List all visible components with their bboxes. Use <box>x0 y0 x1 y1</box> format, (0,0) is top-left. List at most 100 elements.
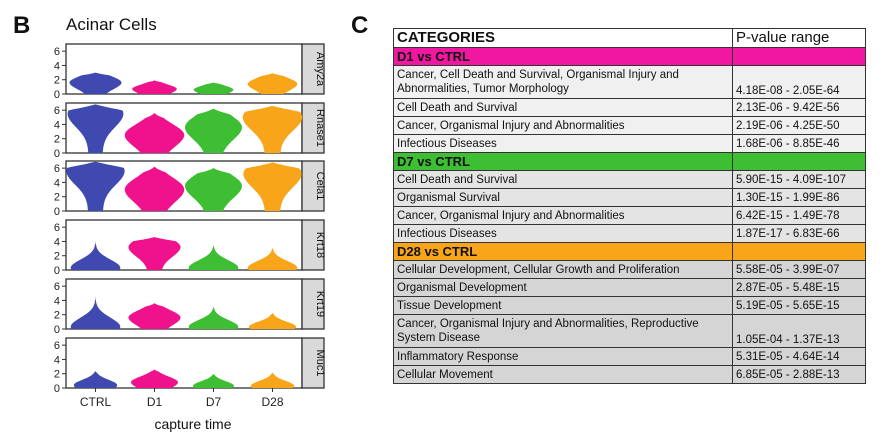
y-tick-label: 4 <box>54 177 60 189</box>
category-cell: Infectious Diseases <box>393 224 733 243</box>
pvalue-cell: 1.30E-15 - 1.99E-86 <box>732 188 866 207</box>
y-tick-label: 6 <box>54 163 60 175</box>
violin-ctrl <box>70 296 121 329</box>
violin-d7 <box>185 108 242 153</box>
violin-d7 <box>193 82 234 94</box>
gene-strip <box>301 337 325 389</box>
panel-c-label: C <box>351 12 369 39</box>
pvalue-cell: 2.13E-06 - 9.42E-56 <box>732 98 866 117</box>
violin-d28 <box>243 162 302 211</box>
table-row: Infectious Diseases 1.68E-06 - 8.85E-46 <box>393 134 866 153</box>
y-tick-label: 4 <box>54 60 60 72</box>
violin-d1 <box>132 80 177 94</box>
category-cell: Cancer, Organismal Injury and Abnormalit… <box>393 206 733 225</box>
gene-strip <box>301 160 325 212</box>
x-tick-label: D1 <box>147 395 163 409</box>
gene-label: Krt18 <box>314 232 326 258</box>
violin-d1 <box>128 237 181 270</box>
violin-d28 <box>249 312 296 329</box>
gene-strip <box>301 278 325 330</box>
violin-d7 <box>185 168 242 211</box>
violin-d28 <box>247 247 298 270</box>
category-cell: Organismal Development <box>393 278 733 297</box>
group-pvalue-cell <box>732 242 866 261</box>
violin-d7 <box>188 306 239 329</box>
gene-label: Krt19 <box>314 291 326 317</box>
pvalue-cell: 6.42E-15 - 1.49E-78 <box>732 206 866 225</box>
y-tick-label: 0 <box>54 265 60 277</box>
y-tick-label: 6 <box>54 105 60 117</box>
y-tick-label: 0 <box>54 89 60 101</box>
y-tick-label: 4 <box>54 119 60 131</box>
violin-d1 <box>131 369 178 388</box>
gene-label: Rnase1 <box>314 109 326 147</box>
y-tick-label: 6 <box>54 340 60 352</box>
violin-d1 <box>128 303 181 329</box>
pvalue-cell: 1.87E-17 - 6.83E-66 <box>732 224 866 243</box>
categories-header: CATEGORIES <box>393 28 733 48</box>
violin-panels: Amy2a 0 2 4 6 Rnase1 0 2 4 6 Cela1 0 2 4 6 Krt18 0 2 4 6 Krt… <box>54 43 326 395</box>
x-axis: CTRL D1 D7 D28 <box>80 388 284 409</box>
table-row: Cell Death and Survival 2.13E-06 - 9.42E-… <box>393 98 866 117</box>
group-header-row: D28 vs CTRL <box>393 242 866 261</box>
violin-d7 <box>193 373 234 388</box>
table-row: Cellular Development, Cellular Growth an… <box>393 260 866 279</box>
table-row: Cancer, Cell Death and Survival, Organis… <box>393 65 866 99</box>
y-tick-label: 2 <box>54 310 60 322</box>
pvalue-cell: 5.31E-05 - 4.64E-14 <box>732 347 866 366</box>
panel-b-label: B <box>13 12 31 39</box>
group-title: D7 vs CTRL <box>393 152 733 171</box>
category-cell: Cancer, Organismal Injury and Abnormalit… <box>393 314 733 348</box>
gene-strip <box>301 43 325 95</box>
gene-strip <box>301 102 325 154</box>
category-cell: Infectious Diseases <box>393 134 733 153</box>
pvalue-cell: 2.87E-05 - 5.48E-15 <box>732 278 866 297</box>
category-cell: Cancer, Cell Death and Survival, Organis… <box>393 65 733 99</box>
x-axis-title: capture time <box>154 416 231 432</box>
x-tick-label: CTRL <box>80 395 112 409</box>
group-title: D28 vs CTRL <box>393 242 733 261</box>
table-row: Organismal Development 2.87E-05 - 5.48E-1… <box>393 278 866 297</box>
table-row: Cellular Movement 6.85E-05 - 2.88E-13 <box>393 365 866 384</box>
group-header-row: D1 vs CTRL <box>393 47 866 66</box>
y-tick-label: 2 <box>54 75 60 87</box>
table-row: Cell Death and Survival 5.90E-15 - 4.09E-… <box>393 170 866 189</box>
category-cell: Inflammatory Response <box>393 347 733 366</box>
chart-title: Acinar Cells <box>66 15 157 34</box>
y-tick-label: 6 <box>54 46 60 58</box>
pvalue-cell: 5.90E-15 - 4.09E-107 <box>732 170 866 189</box>
y-tick-label: 2 <box>54 134 60 146</box>
y-tick-label: 0 <box>54 148 60 160</box>
violin-ctrl <box>70 241 121 270</box>
violin-d28 <box>250 372 295 388</box>
gene-strip <box>301 219 325 271</box>
category-cell: Cellular Movement <box>393 365 733 384</box>
category-cell: Cellular Development, Cellular Growth an… <box>393 260 733 279</box>
y-tick-label: 4 <box>54 295 60 307</box>
pvalue-header: P-value range <box>732 28 866 48</box>
y-tick-label: 2 <box>54 369 60 381</box>
y-tick-label: 2 <box>54 192 60 204</box>
violin-ctrl <box>67 104 124 153</box>
group-title: D1 vs CTRL <box>393 47 733 66</box>
y-tick-label: 0 <box>54 324 60 336</box>
table-row: Infectious Diseases 1.87E-17 - 6.83E-66 <box>393 224 866 243</box>
gene-label: Cela1 <box>314 172 326 201</box>
pvalue-cell: 1.05E-04 - 1.37E-13 <box>732 314 866 348</box>
table-row: Cancer, Organismal Injury and Abnormalit… <box>393 206 866 225</box>
group-pvalue-cell <box>732 47 866 66</box>
x-tick-label: D7 <box>206 395 222 409</box>
violin-d7 <box>188 244 239 270</box>
violin-d1 <box>124 166 185 211</box>
y-tick-label: 4 <box>54 354 60 366</box>
table-row: Cancer, Organismal Injury and Abnormalit… <box>393 314 866 348</box>
pvalue-cell: 2.19E-06 - 4.25E-50 <box>732 116 866 135</box>
y-tick-label: 0 <box>54 383 60 395</box>
y-tick-label: 6 <box>54 281 60 293</box>
pvalue-cell: 5.19E-05 - 5.65E-15 <box>732 296 866 315</box>
category-cell: Organismal Survival <box>393 188 733 207</box>
pvalue-cell: 1.68E-06 - 8.85E-46 <box>732 134 866 153</box>
group-header-row: D7 vs CTRL <box>393 152 866 171</box>
y-tick-label: 4 <box>54 236 60 248</box>
